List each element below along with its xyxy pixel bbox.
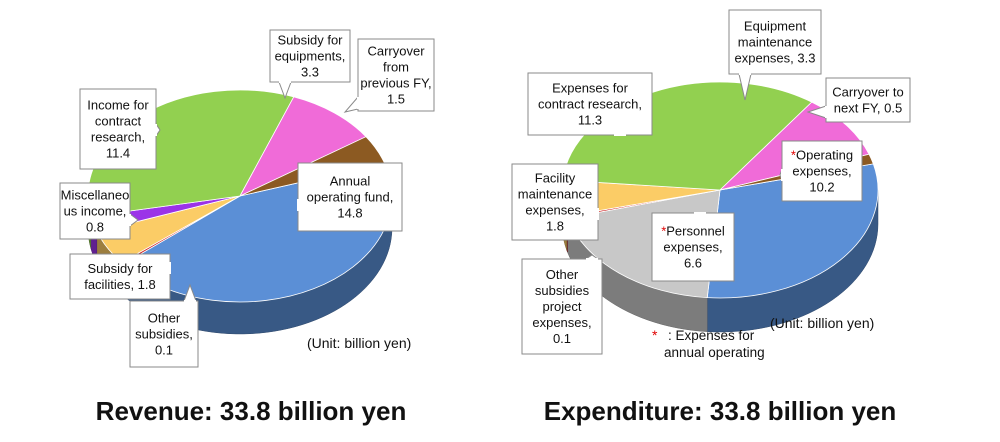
note-marker: *: [652, 327, 658, 343]
revenue-callout-box: [59, 182, 131, 240]
expenditure-callout-text: expenses,: [792, 164, 851, 179]
revenue-callout-text: subsidies,: [135, 327, 193, 342]
expenditure-callout-text: Equipment: [744, 19, 807, 34]
revenue-callout-box: [129, 300, 199, 368]
note-line-1: : Expenses for: [668, 328, 755, 343]
expenditure-callout-text: Facility: [535, 171, 576, 186]
expenditure-callout-text: *Personnel: [661, 224, 725, 239]
revenue-callout-text: Carryover: [367, 44, 425, 59]
expenditure-callout-box: [825, 77, 911, 123]
expenditure-callout-text: Expenses for: [552, 81, 629, 96]
revenue-callout-text: research,: [91, 130, 145, 145]
expenditure-caption: Expenditure: 33.8 billion yen: [544, 396, 897, 426]
revenue-callout-text: 14.8: [337, 206, 362, 221]
revenue-callout-text: Other: [148, 311, 181, 326]
expenditure-callout-text: project: [542, 299, 581, 314]
expenditure-unit-label: (Unit: billion yen): [770, 315, 874, 331]
expenditure-callout-text: expenses,: [532, 315, 591, 330]
revenue-callout-text: Subsidy for: [87, 261, 153, 276]
revenue-callout-text: us income,: [64, 204, 127, 219]
revenue-callout-text: Income for: [87, 98, 149, 113]
revenue-callout-box: [79, 88, 157, 170]
expenditure-callout-box: [521, 258, 603, 355]
revenue-callout-text: Subsidy for: [277, 33, 343, 48]
revenue-callout-text: contract: [95, 114, 142, 129]
revenue-callout-text: from: [383, 60, 409, 75]
expenditure-callout-text: expenses, 3.3: [735, 51, 816, 66]
revenue-callout-text: 0.1: [155, 343, 173, 358]
expenditure-callout-text: maintenance: [738, 35, 812, 50]
expenditure-callout-box: [651, 212, 735, 282]
expenditure-callout-text: contract research,: [538, 97, 642, 112]
expenditure-callout-text: 0.1: [553, 331, 571, 346]
expenditure-callout-box: [781, 140, 863, 202]
expenditure-callout-text: 6.6: [684, 256, 702, 271]
expenditure-callout-text: expenses,: [525, 203, 584, 218]
revenue-callout-text: operating fund,: [307, 190, 394, 205]
expenditure-callout-text: 1.8: [546, 219, 564, 234]
expenditure-callouts: *Operatingexpenses,10.2*Personnelexpense…: [511, 9, 911, 355]
revenue-callout-text: previous FY,: [360, 76, 431, 91]
expenditure-callout-box: [527, 72, 653, 136]
expenditure-callout-text: Carryover to: [832, 85, 904, 100]
expenditure-pie-chart: *Operatingexpenses,10.2*Personnelexpense…: [511, 9, 911, 355]
revenue-callout-box: [357, 38, 435, 112]
expenditure-callout-text: 11.3: [578, 113, 602, 128]
revenue-slice-subsidy_equip: [239, 96, 367, 197]
expenditure-callout-text: *Operating: [791, 148, 853, 163]
revenue-callout-box: [269, 29, 351, 83]
revenue-callout-text: 0.8: [86, 220, 104, 235]
revenue-callout-text: Miscellaneo: [61, 188, 130, 203]
expenditure-callout-text: 10.2: [809, 180, 834, 195]
note-line-2: annual operating: [664, 345, 765, 360]
expenditure-callout-box: [728, 9, 822, 75]
revenue-callout-text: Annual: [330, 174, 371, 189]
expenditure-callout-box: [511, 163, 599, 241]
revenue-callout-text: 1.5: [387, 92, 405, 107]
expenditure-callout-text: subsidies: [535, 283, 590, 298]
revenue-callout-box: [69, 253, 171, 300]
revenue-unit-label: (Unit: billion yen): [307, 335, 411, 351]
expenditure-callout-text: Other: [546, 267, 579, 282]
revenue-callout-box: [297, 162, 403, 232]
expenditure-callout-text: next FY, 0.5: [834, 101, 902, 116]
revenue-caption: Revenue: 33.8 billion yen: [96, 396, 407, 426]
revenue-callout-text: equipments,: [275, 49, 346, 64]
revenue-callout-text: facilities, 1.8: [84, 277, 156, 292]
expenditure-callout-text: maintenance: [518, 187, 592, 202]
expenditure-callout-text: expenses,: [663, 240, 722, 255]
revenue-callout-text: 11.4: [106, 146, 130, 161]
revenue-callout-text: 3.3: [301, 65, 319, 80]
revenue-callout-pointer: [343, 95, 359, 113]
